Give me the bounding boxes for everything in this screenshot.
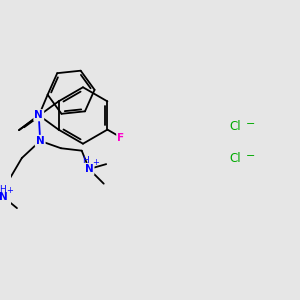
Text: F: F: [117, 133, 124, 143]
Text: N: N: [36, 136, 45, 146]
Text: N: N: [36, 136, 45, 146]
Text: +: +: [6, 186, 13, 195]
Text: +: +: [92, 158, 99, 167]
Text: H: H: [82, 157, 89, 166]
Text: H: H: [0, 184, 6, 194]
Text: N: N: [85, 164, 93, 174]
Text: N: N: [34, 110, 43, 120]
Text: N: N: [0, 192, 8, 202]
Text: N: N: [85, 164, 93, 174]
Text: N: N: [0, 192, 8, 202]
Text: −: −: [245, 119, 255, 129]
Text: Cl: Cl: [230, 152, 241, 165]
Text: −: −: [245, 151, 255, 161]
Text: Cl: Cl: [230, 121, 241, 134]
Text: N: N: [34, 110, 43, 120]
Text: F: F: [117, 133, 124, 143]
